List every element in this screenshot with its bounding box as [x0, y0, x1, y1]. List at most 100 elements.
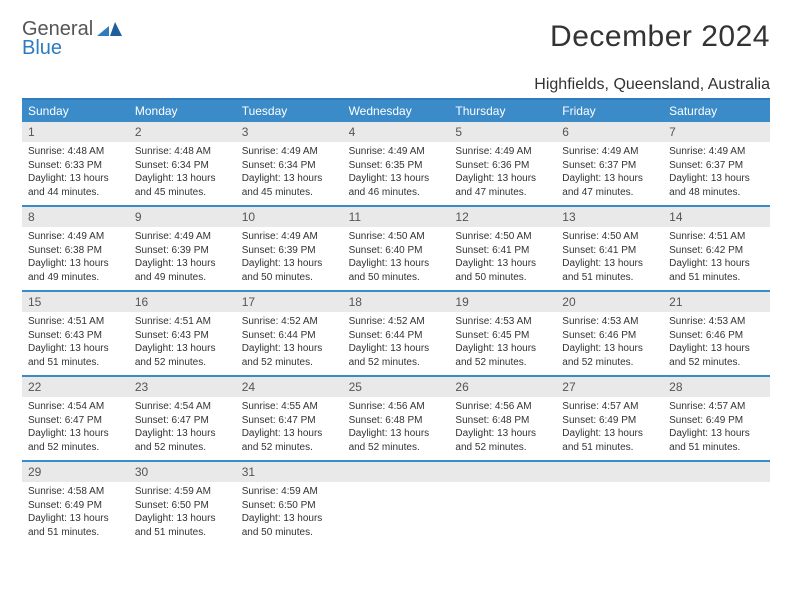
sunrise-line: Sunrise: 4:56 AM — [349, 400, 444, 414]
day-body: Sunrise: 4:49 AMSunset: 6:36 PMDaylight:… — [449, 142, 556, 205]
daylight-line: Daylight: 13 hours and 51 minutes. — [562, 257, 657, 284]
day-number — [343, 462, 450, 482]
day-cell: 30Sunrise: 4:59 AMSunset: 6:50 PMDayligh… — [129, 462, 236, 545]
daylight-line: Daylight: 13 hours and 50 minutes. — [242, 257, 337, 284]
daylight-line: Daylight: 13 hours and 44 minutes. — [28, 172, 123, 199]
day-cell: 6Sunrise: 4:49 AMSunset: 6:37 PMDaylight… — [556, 122, 663, 205]
day-body: Sunrise: 4:57 AMSunset: 6:49 PMDaylight:… — [556, 397, 663, 460]
day-body: Sunrise: 4:51 AMSunset: 6:43 PMDaylight:… — [129, 312, 236, 375]
sunrise-line: Sunrise: 4:53 AM — [562, 315, 657, 329]
daylight-line: Daylight: 13 hours and 47 minutes. — [562, 172, 657, 199]
day-number: 23 — [129, 377, 236, 397]
brand-logo: General Blue — [22, 20, 123, 58]
sunrise-line: Sunrise: 4:57 AM — [562, 400, 657, 414]
day-cell: 24Sunrise: 4:55 AMSunset: 6:47 PMDayligh… — [236, 377, 343, 460]
day-number: 11 — [343, 207, 450, 227]
daylight-line: Daylight: 13 hours and 50 minutes. — [242, 512, 337, 539]
sunrise-line: Sunrise: 4:53 AM — [669, 315, 764, 329]
week-row: 22Sunrise: 4:54 AMSunset: 6:47 PMDayligh… — [22, 377, 770, 462]
daylight-line: Daylight: 13 hours and 52 minutes. — [242, 427, 337, 454]
day-body: Sunrise: 4:49 AMSunset: 6:35 PMDaylight:… — [343, 142, 450, 205]
day-cell: 25Sunrise: 4:56 AMSunset: 6:48 PMDayligh… — [343, 377, 450, 460]
daylight-line: Daylight: 13 hours and 49 minutes. — [135, 257, 230, 284]
day-number: 29 — [22, 462, 129, 482]
sunrise-line: Sunrise: 4:50 AM — [349, 230, 444, 244]
day-number: 3 — [236, 122, 343, 142]
sunset-line: Sunset: 6:47 PM — [28, 414, 123, 428]
day-number: 30 — [129, 462, 236, 482]
day-number: 14 — [663, 207, 770, 227]
day-body: Sunrise: 4:54 AMSunset: 6:47 PMDaylight:… — [22, 397, 129, 460]
sunset-line: Sunset: 6:37 PM — [562, 159, 657, 173]
day-cell: 27Sunrise: 4:57 AMSunset: 6:49 PMDayligh… — [556, 377, 663, 460]
day-body: Sunrise: 4:52 AMSunset: 6:44 PMDaylight:… — [236, 312, 343, 375]
day-number: 21 — [663, 292, 770, 312]
page-header: General Blue December 2024 — [22, 20, 770, 58]
sunset-line: Sunset: 6:50 PM — [242, 499, 337, 513]
daylight-line: Daylight: 13 hours and 51 minutes. — [562, 427, 657, 454]
sunset-line: Sunset: 6:33 PM — [28, 159, 123, 173]
title-block: December 2024 — [550, 20, 770, 54]
day-cell: 14Sunrise: 4:51 AMSunset: 6:42 PMDayligh… — [663, 207, 770, 290]
sunset-line: Sunset: 6:47 PM — [135, 414, 230, 428]
day-number: 7 — [663, 122, 770, 142]
day-body: Sunrise: 4:52 AMSunset: 6:44 PMDaylight:… — [343, 312, 450, 375]
week-row: 1Sunrise: 4:48 AMSunset: 6:33 PMDaylight… — [22, 122, 770, 207]
sunrise-line: Sunrise: 4:50 AM — [562, 230, 657, 244]
day-number: 25 — [343, 377, 450, 397]
week-row: 8Sunrise: 4:49 AMSunset: 6:38 PMDaylight… — [22, 207, 770, 292]
sunset-line: Sunset: 6:44 PM — [349, 329, 444, 343]
day-number: 15 — [22, 292, 129, 312]
day-number: 27 — [556, 377, 663, 397]
sunrise-line: Sunrise: 4:49 AM — [135, 230, 230, 244]
sunset-line: Sunset: 6:40 PM — [349, 244, 444, 258]
brand-line2: Blue — [22, 37, 62, 59]
day-body: Sunrise: 4:49 AMSunset: 6:37 PMDaylight:… — [556, 142, 663, 205]
day-cell: 10Sunrise: 4:49 AMSunset: 6:39 PMDayligh… — [236, 207, 343, 290]
daylight-line: Daylight: 13 hours and 52 minutes. — [455, 342, 550, 369]
day-body: Sunrise: 4:59 AMSunset: 6:50 PMDaylight:… — [129, 482, 236, 545]
day-number — [449, 462, 556, 482]
sunrise-line: Sunrise: 4:54 AM — [135, 400, 230, 414]
day-number: 5 — [449, 122, 556, 142]
dow-sunday: Sunday — [22, 100, 129, 122]
sunrise-line: Sunrise: 4:58 AM — [28, 485, 123, 499]
daylight-line: Daylight: 13 hours and 51 minutes. — [669, 257, 764, 284]
weeks-container: 1Sunrise: 4:48 AMSunset: 6:33 PMDaylight… — [22, 122, 770, 545]
day-number: 13 — [556, 207, 663, 227]
sunrise-line: Sunrise: 4:48 AM — [28, 145, 123, 159]
daylight-line: Daylight: 13 hours and 45 minutes. — [135, 172, 230, 199]
day-number — [556, 462, 663, 482]
day-number: 6 — [556, 122, 663, 142]
sunset-line: Sunset: 6:39 PM — [135, 244, 230, 258]
day-body: Sunrise: 4:50 AMSunset: 6:41 PMDaylight:… — [556, 227, 663, 290]
sunset-line: Sunset: 6:34 PM — [242, 159, 337, 173]
day-number: 24 — [236, 377, 343, 397]
day-body — [556, 482, 663, 534]
daylight-line: Daylight: 13 hours and 51 minutes. — [135, 512, 230, 539]
dow-monday: Monday — [129, 100, 236, 122]
day-cell: 17Sunrise: 4:52 AMSunset: 6:44 PMDayligh… — [236, 292, 343, 375]
week-row: 15Sunrise: 4:51 AMSunset: 6:43 PMDayligh… — [22, 292, 770, 377]
daylight-line: Daylight: 13 hours and 49 minutes. — [28, 257, 123, 284]
sunrise-line: Sunrise: 4:57 AM — [669, 400, 764, 414]
day-body: Sunrise: 4:49 AMSunset: 6:37 PMDaylight:… — [663, 142, 770, 205]
daylight-line: Daylight: 13 hours and 52 minutes. — [242, 342, 337, 369]
day-cell: 18Sunrise: 4:52 AMSunset: 6:44 PMDayligh… — [343, 292, 450, 375]
day-body: Sunrise: 4:49 AMSunset: 6:39 PMDaylight:… — [236, 227, 343, 290]
day-cell: 8Sunrise: 4:49 AMSunset: 6:38 PMDaylight… — [22, 207, 129, 290]
sunset-line: Sunset: 6:43 PM — [135, 329, 230, 343]
day-cell — [343, 462, 450, 545]
day-body: Sunrise: 4:54 AMSunset: 6:47 PMDaylight:… — [129, 397, 236, 460]
sunset-line: Sunset: 6:41 PM — [562, 244, 657, 258]
sunrise-line: Sunrise: 4:59 AM — [135, 485, 230, 499]
sunrise-line: Sunrise: 4:51 AM — [669, 230, 764, 244]
day-body: Sunrise: 4:51 AMSunset: 6:42 PMDaylight:… — [663, 227, 770, 290]
day-cell: 3Sunrise: 4:49 AMSunset: 6:34 PMDaylight… — [236, 122, 343, 205]
daylight-line: Daylight: 13 hours and 52 minutes. — [669, 342, 764, 369]
day-number: 26 — [449, 377, 556, 397]
day-body — [663, 482, 770, 534]
day-cell: 23Sunrise: 4:54 AMSunset: 6:47 PMDayligh… — [129, 377, 236, 460]
day-body: Sunrise: 4:50 AMSunset: 6:41 PMDaylight:… — [449, 227, 556, 290]
day-cell: 21Sunrise: 4:53 AMSunset: 6:46 PMDayligh… — [663, 292, 770, 375]
